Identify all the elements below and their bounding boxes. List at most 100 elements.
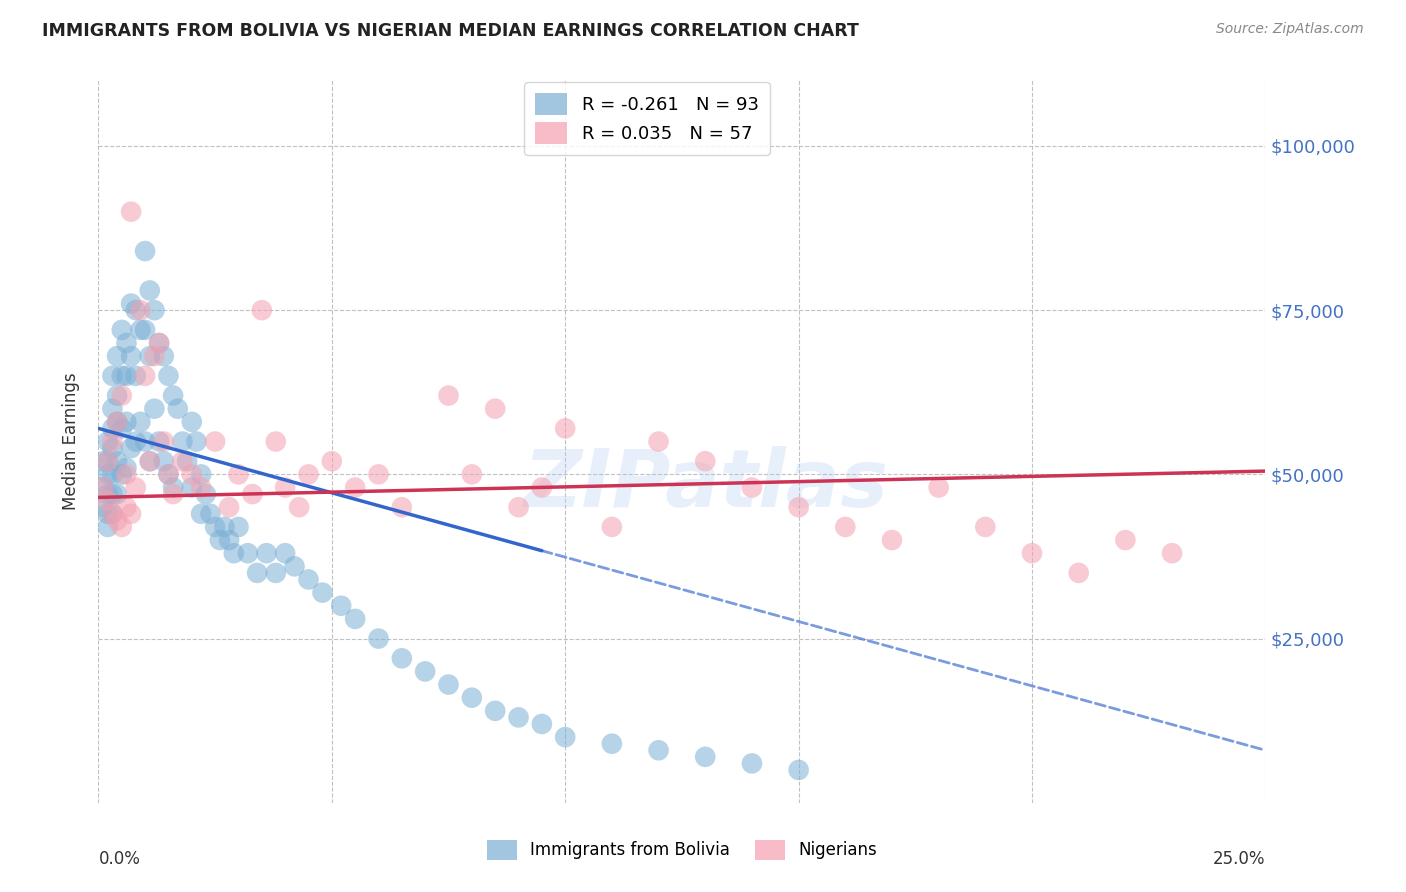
Point [741,481,763,495]
Point [111,388,134,402]
Point [125,481,148,495]
Text: 25.0%: 25.0% [1213,850,1265,868]
Point [120,507,142,521]
Point [256,546,278,560]
Point [115,415,138,429]
Point [208,533,231,547]
Point [880,533,903,547]
Point [311,585,333,599]
Point [214,520,236,534]
Point [97,487,120,501]
Point [105,415,128,429]
Text: 0.0%: 0.0% [98,850,141,868]
Point [157,467,180,482]
Point [129,303,152,318]
Point [115,368,138,383]
Point [105,513,128,527]
Point [222,546,245,560]
Point [134,434,156,449]
Point [148,336,170,351]
Point [974,520,997,534]
Point [101,441,124,455]
Point [97,520,120,534]
Point [101,401,124,416]
Point [1067,566,1090,580]
Point [111,421,134,435]
Point [134,368,156,383]
Point [148,336,170,351]
Text: Source: ZipAtlas.com: Source: ZipAtlas.com [1216,22,1364,37]
Point [264,566,287,580]
Point [125,368,148,383]
Point [554,730,576,744]
Point [834,520,856,534]
Point [484,401,506,416]
Point [101,507,124,521]
Point [157,368,180,383]
Point [120,204,142,219]
Point [162,487,184,501]
Point [484,704,506,718]
Point [105,487,128,501]
Point [180,481,202,495]
Point [288,500,311,515]
Point [105,388,128,402]
Point [101,421,124,435]
Point [190,481,212,495]
Point [554,421,576,435]
Point [139,454,162,468]
Point [91,454,114,468]
Point [367,467,389,482]
Point [139,349,162,363]
Point [101,487,124,501]
Point [1114,533,1136,547]
Point [330,599,353,613]
Point [152,434,174,449]
Point [125,303,148,318]
Point [194,487,217,501]
Point [186,434,208,449]
Point [190,507,212,521]
Point [125,434,148,449]
Point [391,500,413,515]
Point [218,500,240,515]
Point [321,454,343,468]
Point [437,677,460,691]
Point [172,454,194,468]
Point [143,401,166,416]
Point [461,467,484,482]
Point [97,454,120,468]
Point [530,481,553,495]
Point [228,467,250,482]
Point [91,481,114,495]
Point [741,756,763,771]
Point [101,507,124,521]
Point [530,717,553,731]
Point [204,434,226,449]
Point [152,454,174,468]
Point [111,368,134,383]
Point [204,520,226,534]
Point [115,500,138,515]
Point [283,559,305,574]
Point [111,323,134,337]
Point [97,454,120,468]
Point [157,467,180,482]
Point [274,546,297,560]
Point [246,566,269,580]
Point [391,651,413,665]
Point [97,434,120,449]
Point [111,467,134,482]
Point [120,296,142,310]
Point [413,665,436,679]
Point [129,323,152,337]
Legend: Immigrants from Bolivia, Nigerians: Immigrants from Bolivia, Nigerians [479,833,884,867]
Point [105,349,128,363]
Point [101,368,124,383]
Point [600,737,623,751]
Point [129,415,152,429]
Point [647,743,669,757]
Point [134,323,156,337]
Point [180,415,202,429]
Point [97,493,120,508]
